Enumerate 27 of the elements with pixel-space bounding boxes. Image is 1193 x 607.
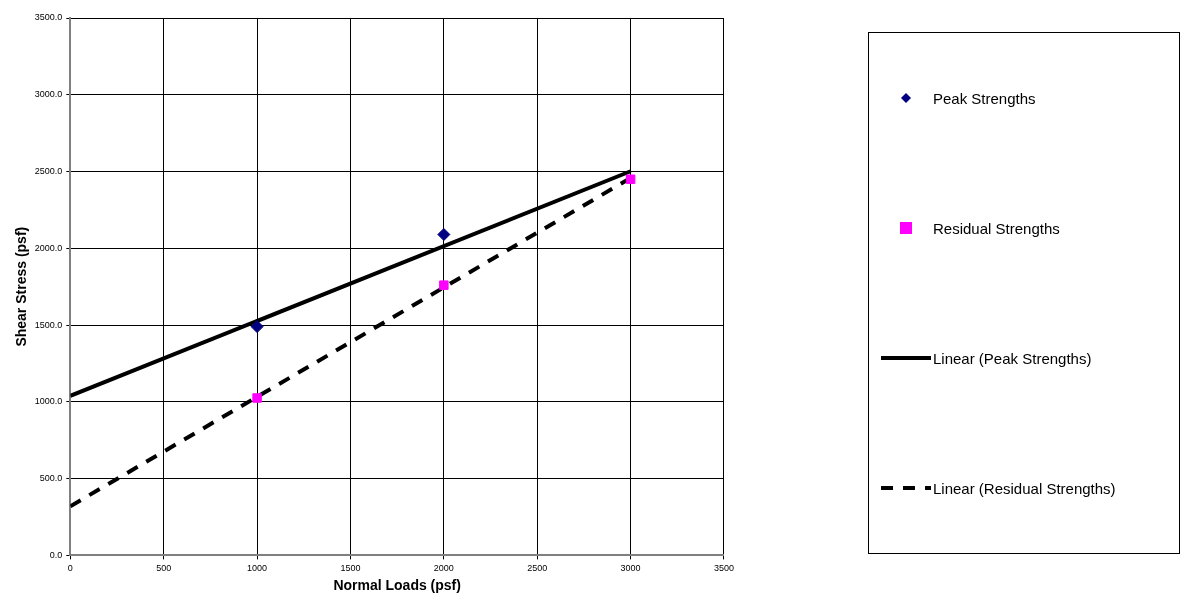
point (250, 320, 264, 334)
point (252, 393, 262, 403)
x-axis-title: Normal Loads (psf) (333, 577, 461, 594)
y-tick-label: 0.0 (49, 549, 63, 560)
legend-label: Peak Strengths (933, 89, 1036, 107)
y-tick-label: 1500.0 (34, 319, 63, 330)
legend-label: Linear (Peak Strengths) (933, 349, 1092, 367)
point (439, 280, 449, 290)
legend-label: Residual Strengths (933, 219, 1060, 237)
x-tick-label: 3500 (713, 563, 734, 574)
y-tick-label: 3000.0 (34, 89, 63, 100)
y-tick-label: 1000.0 (34, 396, 63, 407)
x-tick-label: 3000 (620, 563, 641, 574)
y-tick-label: 2000.0 (34, 242, 63, 253)
x-tick-label: 2500 (527, 563, 548, 574)
legend-label: Linear (Residual Strengths) (933, 479, 1116, 497)
point (437, 228, 451, 241)
y-tick-label: 3500.0 (34, 12, 63, 23)
x-tick-label: 1500 (340, 563, 361, 574)
point (625, 174, 636, 184)
x-tick-label: 1000 (247, 563, 268, 574)
y-axis-title: Shear Stress (psf) (13, 226, 30, 347)
x-tick-label: 500 (156, 563, 172, 574)
y-tick-label: 2500.0 (34, 166, 63, 177)
y-tick-label: 500.0 (39, 473, 63, 484)
x-tick-label: 0 (67, 563, 73, 574)
x-tick-label: 2000 (433, 563, 454, 574)
